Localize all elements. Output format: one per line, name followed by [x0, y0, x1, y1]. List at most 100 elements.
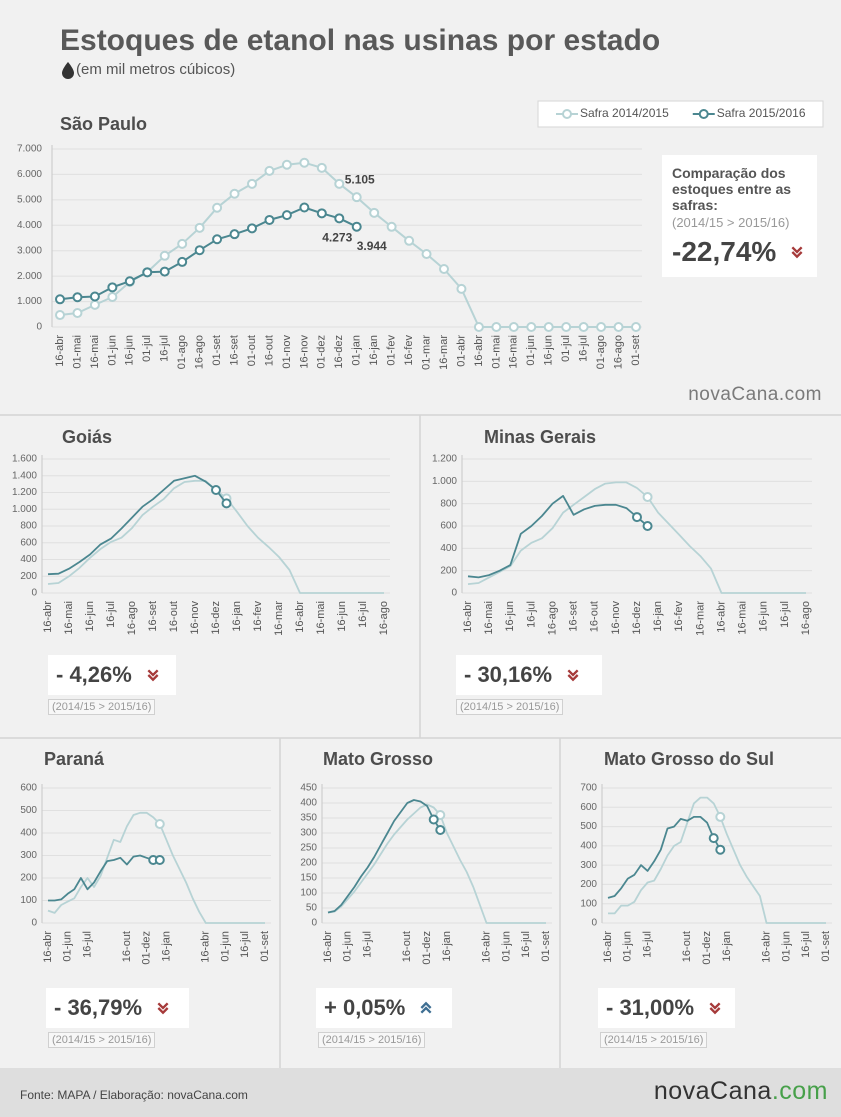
x-tick-label: 01-jun: [500, 931, 512, 962]
comparison-label: Comparação dos estoques entre as safras:: [672, 164, 792, 213]
y-tick-label: 50: [306, 903, 318, 914]
point-marker: [526, 322, 537, 332]
x-tick-label: 16-mai: [315, 601, 327, 635]
x-tick-label: 16-nov: [189, 601, 201, 635]
logo-domain: .com: [771, 1077, 828, 1105]
x-tick-label: 16-jul: [105, 601, 117, 628]
point-marker: [124, 276, 135, 287]
x-tick-label: 16-jan: [368, 335, 380, 366]
y-tick-label: 0: [31, 588, 37, 599]
down-chevron: [147, 669, 159, 682]
chevron-path: [709, 1002, 721, 1015]
chevron-path: [157, 1002, 169, 1015]
comparison-row: - 31,00%: [606, 995, 727, 1021]
point-marker: [299, 202, 310, 213]
comparison-box: - 31,00%: [598, 988, 735, 1028]
x-tick-label: 16-jul: [779, 601, 791, 628]
chevron-path: [791, 246, 803, 258]
series-line: [47, 474, 228, 576]
point-marker: [107, 291, 118, 302]
y-tick-label: 600: [440, 521, 457, 532]
point-marker: [386, 221, 397, 232]
legend-marker: [698, 109, 709, 119]
logo: novaCana.com: [654, 1077, 828, 1106]
x-tick-label: 16-ago: [612, 335, 624, 369]
y-tick-label: 6.000: [17, 169, 42, 180]
comparison-box: + 0,05%: [316, 988, 452, 1028]
down-chevron: [567, 669, 579, 682]
x-tick-label: 16-ago: [126, 601, 138, 635]
y-tick-label: 1.000: [432, 476, 457, 487]
x-tick-label: 01-ago: [595, 335, 607, 369]
x-tick-label: 16-jan: [652, 601, 664, 632]
x-tick-label: 16-dez: [210, 601, 222, 635]
x-tick-label: 01-set: [259, 931, 271, 962]
footer: Fonte: MAPA / Elaboração: novaCana.com n…: [0, 1068, 841, 1117]
point-marker: [194, 245, 205, 256]
y-tick-label: 0: [451, 588, 457, 599]
down-chevron: [157, 1002, 169, 1015]
x-tick-label: 16-abr: [480, 931, 492, 963]
x-tick-label: 16-jul: [642, 931, 654, 958]
x-tick-label: 16-abr: [54, 335, 66, 367]
chart-title: Paraná: [44, 749, 105, 769]
x-tick-label: 16-mai: [737, 601, 749, 635]
y-tick-label: 400: [20, 828, 37, 839]
point-marker: [211, 484, 221, 495]
y-tick-label: 0: [31, 918, 37, 929]
down-chevron: [791, 246, 803, 258]
point-marker: [435, 810, 446, 820]
point-marker: [642, 521, 653, 531]
comparison-period: (2014/15 > 2015/16): [456, 699, 564, 715]
chevron-path: [420, 1001, 432, 1014]
comparison-row: - 30,16%: [464, 662, 594, 688]
x-tick-label: 16-abr: [322, 931, 334, 963]
legend-label: Safra 2014/2015: [580, 106, 669, 120]
x-tick-label: 01-jun: [106, 335, 118, 366]
y-tick-label: 400: [300, 798, 317, 809]
point-marker: [281, 159, 292, 170]
comparison-period: (2014/15 > 2015/16): [48, 699, 156, 715]
legend-marker: [562, 109, 572, 119]
comparison-change: + 0,05%: [324, 995, 406, 1020]
y-tick-label: 500: [20, 805, 37, 816]
x-tick-label: 16-set: [147, 601, 159, 632]
x-tick-label: 16-jun: [124, 335, 136, 366]
comparison-box: - 30,16%: [456, 655, 602, 695]
logo-name: novaCana: [653, 1077, 772, 1105]
x-tick-label: 01-jul: [141, 335, 153, 362]
x-tick-label: 01-jun: [525, 335, 537, 366]
series-line: [467, 481, 806, 594]
point-marker: [428, 814, 439, 825]
comparison-row: -22,74%: [672, 236, 807, 268]
x-tick-label: 01-mai: [71, 335, 83, 369]
point-marker: [708, 833, 719, 844]
x-tick-label: 16-out: [681, 931, 693, 962]
point-marker: [334, 178, 345, 189]
point-marker: [715, 811, 726, 822]
comparison-box: - 36,79%: [46, 988, 189, 1028]
chart-title: Minas Gerais: [484, 427, 596, 447]
point-marker: [369, 207, 380, 218]
y-tick-label: 200: [440, 565, 457, 576]
x-tick-label: 16-out: [121, 931, 133, 962]
point-marker: [421, 249, 432, 260]
point-marker: [229, 229, 240, 240]
point-marker: [55, 294, 65, 305]
legend-box: [537, 100, 824, 128]
point-marker: [194, 222, 205, 233]
value-label: 3.944: [357, 239, 387, 253]
comparison-period: (2014/15 > 2015/16): [600, 1032, 708, 1048]
point-marker: [221, 498, 232, 509]
x-tick-label: 16-ago: [378, 601, 390, 635]
x-tick-label: 16-mar: [273, 601, 285, 636]
x-tick-label: 16-ago: [800, 601, 812, 635]
x-tick-label: 16-abr: [602, 931, 614, 963]
x-tick-label: 16-abr: [42, 601, 54, 633]
x-tick-label: 16-set: [568, 601, 580, 632]
comparison-change: - 36,79%: [54, 995, 143, 1020]
x-tick-label: 01-dez: [316, 335, 328, 369]
x-tick-label: 16-jul: [239, 931, 251, 958]
x-tick-label: 16-mai: [483, 601, 495, 635]
x-tick-label: 16-jun: [543, 335, 555, 366]
